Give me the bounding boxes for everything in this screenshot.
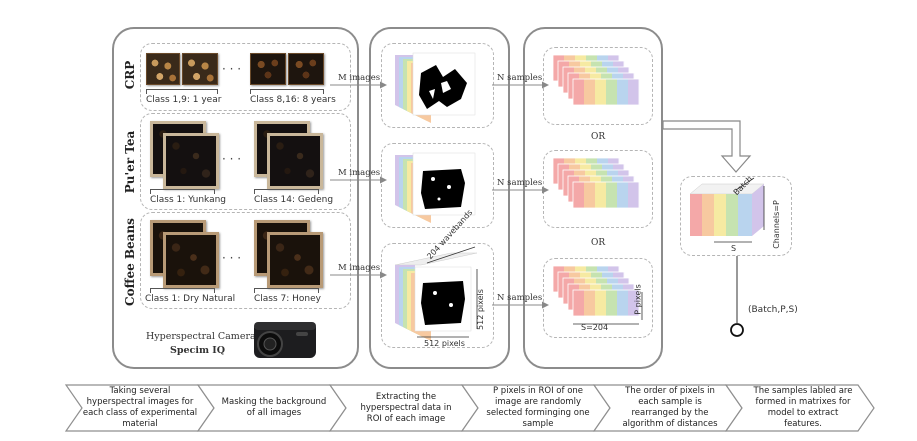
mask-box-3: [381, 243, 494, 348]
coffee-bracket-1: [150, 288, 215, 293]
sample-stack-2: [552, 157, 640, 209]
masked-cube-1: [395, 52, 476, 123]
step-3-text: Extracting the hyperspectral data in ROI…: [360, 391, 452, 424]
tea-bracket-1: [150, 189, 215, 194]
or-label-1: OR: [591, 132, 606, 142]
crp-bracket-2: [250, 89, 324, 94]
batch-width-label: S: [731, 244, 737, 253]
tea-bracket-2: [254, 189, 319, 194]
tea-image-front-14: [267, 133, 323, 189]
crp-image-class-1: [146, 53, 180, 85]
crp-image-class-9: [182, 53, 218, 85]
cube-width-label: 512 pixels: [424, 339, 465, 348]
camera-label-line2: Specim IQ: [170, 345, 226, 356]
tea-row-box: [140, 113, 351, 210]
m-images-label-2: M images: [338, 168, 381, 178]
crp-last-class-caption: Class 8,16: 8 years: [250, 95, 336, 105]
step-4-label: P pixels in ROI of one image are randoml…: [472, 385, 604, 431]
coffee-image-front-7: [267, 232, 323, 288]
ellipsis: · · ·: [222, 62, 242, 76]
tea-first-class-caption: Class 1: Yunkang: [150, 195, 227, 205]
coffee-row-box: [140, 212, 351, 309]
n-samples-label-1: N samples: [497, 73, 543, 83]
m-images-label-1: M images: [338, 73, 381, 83]
sample-sheet: [572, 181, 640, 209]
coffee-first-class-caption: Class 1: Dry Natural: [145, 294, 236, 304]
step-3-label: Extracting the hyperspectral data in ROI…: [340, 385, 472, 431]
batch-tensor: [689, 177, 765, 243]
crp-row-box: [140, 43, 351, 111]
ellipsis: · · ·: [222, 152, 242, 166]
step-2-label: Masking the background of all images: [208, 385, 340, 431]
m-images-label-3: M images: [338, 263, 381, 273]
output-shape-label: (Batch,P,S): [748, 305, 798, 315]
batch-box: [680, 176, 792, 256]
masked-cube-3: [394, 246, 478, 341]
crp-image-class-16: [288, 53, 324, 85]
camera-label-line1: Hyperspectral Camera: [146, 331, 256, 342]
sample-stack-1: [552, 54, 640, 106]
sample-box-3: [543, 258, 653, 338]
step-2-text: Masking the background of all images: [221, 397, 327, 418]
coffee-image-front-1: [163, 232, 219, 288]
mask-box-2: [381, 143, 494, 228]
step-5-label: The order of pixels in each sample is re…: [604, 385, 736, 431]
or-label-2: OR: [591, 238, 606, 248]
crp-bracket-1: [146, 89, 218, 94]
coffee-last-class-caption: Class 7: Honey: [254, 294, 321, 304]
step-6-label: The samples labled are formed in matrixe…: [736, 385, 870, 431]
crp-first-class-caption: Class 1,9: 1 year: [146, 95, 222, 105]
tea-last-class-caption: Class 14: Gedeng: [254, 195, 334, 205]
step-1-text: Taking several hyperspectral images for …: [82, 386, 198, 429]
step-1-label: Taking several hyperspectral images for …: [70, 385, 210, 431]
tea-image-front-1: [163, 133, 219, 189]
masked-cube-2: [395, 152, 476, 223]
sample-sheet: [572, 289, 640, 317]
sample-stack-3: [552, 265, 643, 325]
step-4-text: P pixels in ROI of one image are randoml…: [486, 386, 590, 429]
coffee-bracket-2: [254, 288, 319, 293]
n-samples-label-2: N samples: [497, 178, 543, 188]
crp-image-class-8: [250, 53, 286, 85]
sample-width-label: S=204: [581, 323, 609, 332]
sample-sheet: [572, 78, 640, 106]
n-samples-label-3: N samples: [497, 293, 543, 303]
step-6-text: The samples labled are formed in matrixe…: [753, 386, 853, 429]
ellipsis: · · ·: [222, 251, 242, 265]
camera-icon: [250, 318, 320, 362]
step-5-text: The order of pixels in each sample is re…: [622, 386, 718, 429]
